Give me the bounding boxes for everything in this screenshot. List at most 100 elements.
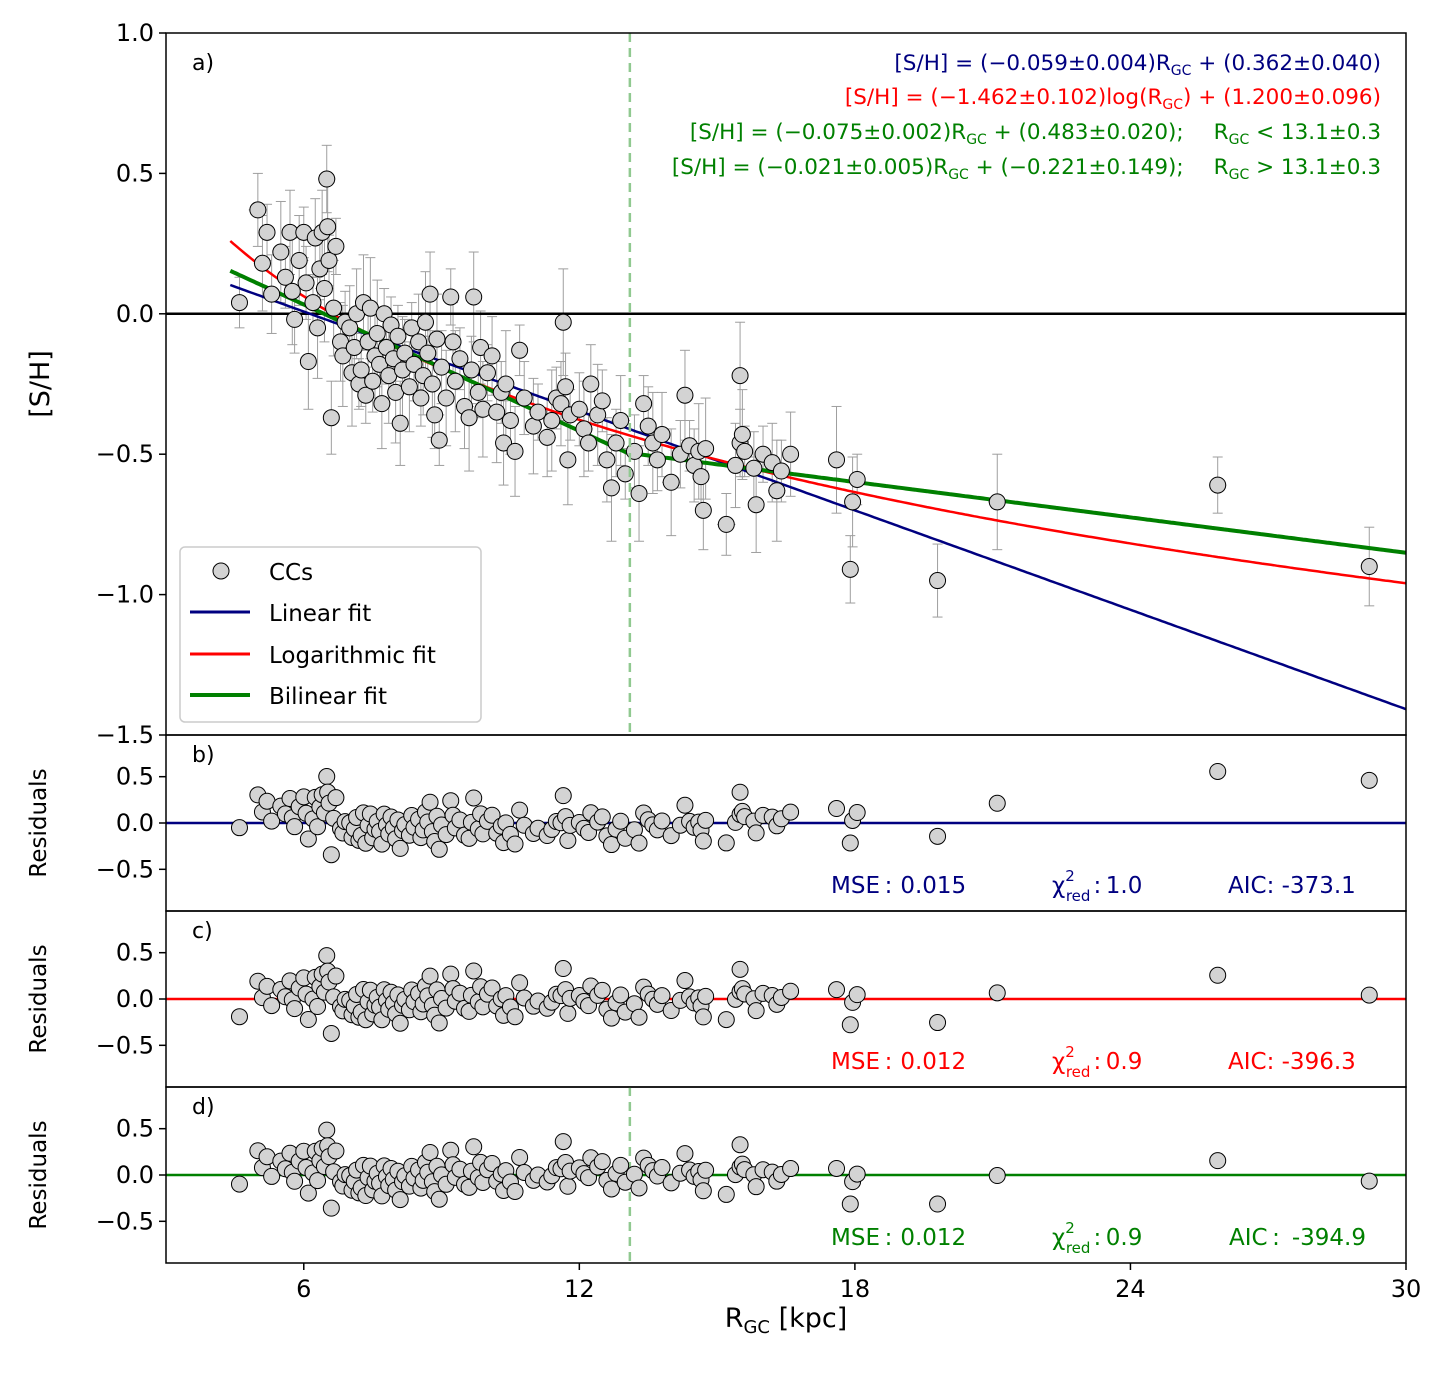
residual-point: [559, 1177, 577, 1195]
data-point: [460, 409, 478, 427]
data-point: [552, 395, 570, 413]
data-point: [543, 412, 561, 430]
residual-point: [318, 947, 336, 965]
data-point: [848, 470, 866, 488]
data-point: [368, 324, 386, 342]
data-point: [396, 344, 414, 362]
residual-point: [653, 812, 671, 830]
residual-point: [676, 1145, 694, 1163]
legend-label-ccs: CCs: [269, 560, 313, 586]
data-point: [428, 330, 446, 348]
residual-point: [1209, 966, 1227, 984]
data-point: [506, 442, 524, 460]
data-point: [929, 572, 947, 590]
data-point: [290, 251, 308, 269]
data-point: [697, 440, 715, 458]
data-point: [421, 285, 439, 303]
data-point: [768, 482, 786, 500]
panel-c-ylabel: Residuals: [26, 944, 52, 1053]
data-point: [341, 319, 359, 337]
data-point: [444, 333, 462, 351]
data-point: [405, 355, 423, 373]
residual-point: [676, 972, 694, 990]
residual-point: [506, 1182, 524, 1200]
data-point: [334, 347, 352, 365]
data-point: [731, 367, 749, 385]
residual-point: [612, 1156, 630, 1174]
data-point: [325, 299, 343, 317]
data-point: [319, 218, 337, 236]
residual-point: [653, 1159, 671, 1177]
residual-point: [318, 768, 336, 786]
residual-point: [731, 960, 749, 978]
stats-c-mse: MSE :0.012: [831, 1049, 966, 1075]
data-point: [988, 493, 1006, 511]
residual-point: [421, 793, 439, 811]
residual-point: [602, 836, 620, 854]
data-point: [423, 375, 441, 393]
data-point: [469, 383, 487, 401]
panel-d: d) Residuals: [26, 1086, 1407, 1264]
data-point: [580, 434, 598, 452]
y-tick-label: 0.0: [116, 985, 154, 1013]
y-tick-label: −1.5: [96, 721, 154, 749]
data-point: [304, 294, 322, 312]
data-point: [582, 375, 600, 393]
residual-point: [309, 818, 327, 836]
residual-point: [511, 1148, 529, 1166]
data-point: [736, 442, 754, 460]
residual-point: [559, 1004, 577, 1022]
data-point: [297, 274, 315, 292]
residual-point: [230, 819, 248, 837]
data-point: [416, 313, 434, 331]
residual-point: [230, 1008, 248, 1026]
stats-d-mse: MSE :0.012: [831, 1225, 966, 1251]
residual-point: [593, 981, 611, 999]
data-point: [391, 414, 409, 432]
data-point: [283, 282, 301, 300]
x-tick-label: 24: [1115, 1275, 1146, 1303]
stats-b-mse: MSE :0.015: [831, 873, 966, 899]
data-point: [320, 251, 338, 269]
residual-point: [506, 1008, 524, 1026]
residual-point: [430, 840, 448, 858]
data-point: [474, 400, 492, 418]
x-tick-label: 12: [564, 1275, 595, 1303]
y-tick-label: 0.5: [116, 939, 154, 967]
data-point: [426, 406, 444, 424]
residual-point: [630, 1008, 648, 1026]
panel-a-label: a): [192, 51, 214, 76]
residual-point: [612, 812, 630, 830]
data-point: [717, 515, 735, 533]
data-point: [462, 361, 480, 379]
data-point: [529, 403, 547, 421]
x-tick-label: 30: [1391, 1275, 1422, 1303]
residual-point: [442, 1141, 460, 1159]
residual-point: [593, 808, 611, 826]
data-point: [692, 468, 710, 486]
residual-point: [676, 796, 694, 814]
stats-c-aic: AIC: -396.3: [1228, 1049, 1356, 1075]
residual-point: [694, 1182, 712, 1200]
data-point: [828, 451, 846, 469]
data-point: [410, 333, 428, 351]
residual-point: [848, 1165, 866, 1183]
data-point: [446, 372, 464, 390]
residual-point: [430, 1190, 448, 1208]
residual-point: [717, 834, 735, 852]
data-point: [630, 485, 648, 503]
residual-point: [506, 835, 524, 853]
residual-point: [483, 979, 501, 997]
y-tick-label: 0.5: [116, 1115, 154, 1143]
data-point: [373, 395, 391, 413]
residual-point: [747, 1178, 765, 1196]
data-point: [733, 426, 751, 444]
data-point: [258, 223, 276, 241]
data-point: [648, 451, 666, 469]
data-point: [483, 347, 501, 365]
data-point: [1360, 558, 1378, 576]
residual-point: [299, 830, 317, 848]
data-point: [844, 493, 862, 511]
data-point: [662, 473, 680, 491]
residual-point: [559, 831, 577, 849]
